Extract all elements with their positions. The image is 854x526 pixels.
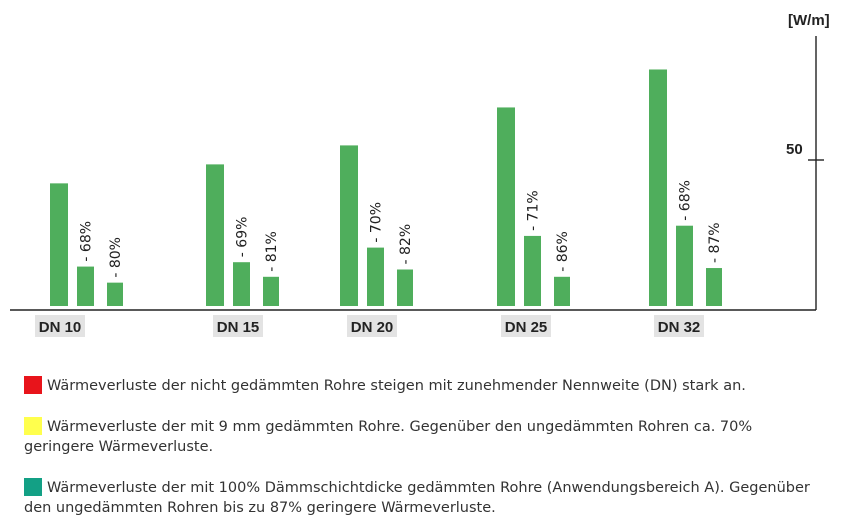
bar-dn10-s3 [107, 282, 123, 306]
y-tick-label: 50 [786, 141, 803, 158]
category-label: DN 15 [217, 319, 260, 336]
legend-swatch-red [24, 376, 42, 394]
category-label: DN 10 [39, 319, 82, 336]
bar-dn32-s3 [706, 268, 722, 306]
bar-dn25-s1 [497, 107, 515, 306]
bar-dn15-s2 [233, 262, 250, 306]
category-label: DN 20 [351, 319, 394, 336]
bar-dn25-s3 [554, 276, 570, 306]
category-label-bg [213, 315, 263, 337]
reduction-label: - 82% [398, 224, 414, 265]
reduction-label: - 69% [235, 217, 251, 258]
bar-dn32-s2 [676, 225, 693, 306]
legend-swatch-yellow [24, 417, 42, 435]
reduction-label: - 81% [264, 231, 280, 272]
reduction-label: - 86% [555, 231, 571, 272]
legend-item-100-percent: Wärmeverluste der mit 100% Dämmschichtdi… [24, 478, 824, 518]
y-unit-label: [W/m] [788, 12, 830, 29]
legend-text: Wärmeverluste der nicht gedämmten Rohre … [47, 378, 746, 394]
category-label-bg [35, 315, 85, 337]
bar-dn10-s1 [50, 183, 68, 306]
bar-dn15-s3 [263, 276, 279, 306]
legend-text: Wärmeverluste der mit 9 mm gedämmten Roh… [24, 419, 753, 455]
bar-dn25-s2 [524, 235, 541, 306]
legend-swatch-teal [24, 478, 42, 496]
category-label-bg [347, 315, 397, 337]
category-label-bg [501, 315, 551, 337]
bar-chart: - 68% - 80% DN 10 - 69% - 81% DN 15 - 70% - 82%… [10, 12, 830, 337]
category-label-bg [654, 315, 704, 337]
bar-dn15-s1 [206, 164, 224, 306]
bar-dn20-s1 [340, 145, 358, 306]
bars-layer [50, 69, 722, 306]
legend-item-9mm: Wärmeverluste der mit 9 mm gedämmten Roh… [24, 417, 824, 457]
reduction-label: - 71% [526, 190, 542, 231]
bar-dn32-s1 [649, 69, 667, 306]
legend-item-uninsulated: Wärmeverluste der nicht gedämmten Rohre … [24, 376, 824, 396]
reduction-label: - 70% [369, 202, 385, 243]
reduction-label: - 87% [707, 222, 723, 263]
bar-dn20-s3 [397, 269, 413, 306]
bar-dn10-s2 [77, 266, 94, 306]
category-label: DN 25 [505, 319, 548, 336]
reduction-label: - 68% [79, 221, 95, 262]
legend-text: Wärmeverluste der mit 100% Dämmschichtdi… [24, 480, 810, 516]
bar-dn20-s2 [367, 247, 384, 306]
reduction-label: - 68% [678, 180, 694, 221]
reduction-label: - 80% [108, 237, 124, 278]
labels-layer: - 68% - 80% DN 10 - 69% - 81% DN 15 - 70% - 82%… [35, 180, 723, 337]
category-label: DN 32 [658, 319, 701, 336]
